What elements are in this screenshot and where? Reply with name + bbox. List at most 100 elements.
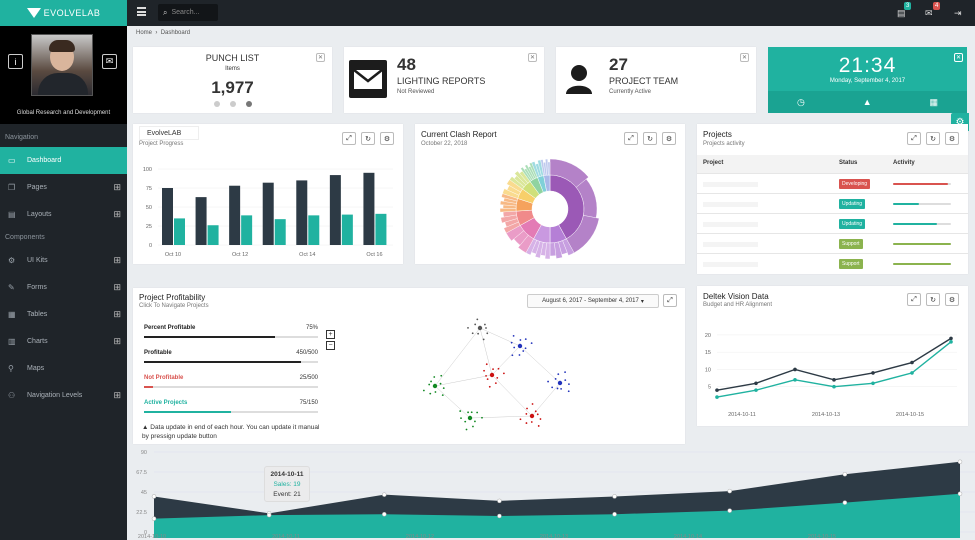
y-tick-label: 15 [705,350,711,356]
mail-button[interactable]: ✉ [102,54,117,69]
clash-sunburst-chart[interactable] [495,156,605,262]
x-tick-label: 2014-10-15 [896,412,924,418]
settings-button[interactable]: ⚙ [945,132,959,145]
chat-icon[interactable]: ✉ [925,8,933,18]
network-node [433,376,436,378]
bar [329,175,341,245]
refresh-button[interactable]: ↻ [643,132,657,145]
metric-bar [144,336,318,338]
data-point [727,488,732,494]
expand-button[interactable]: ⤢ [624,132,638,145]
sidebar-item-dashboard[interactable]: ▭ Dashboard [0,147,127,174]
info-button[interactable]: i [8,54,23,69]
network-node [525,413,528,415]
network-node [485,363,488,366]
logo[interactable]: EVOLVELAB [0,0,127,26]
expand-button[interactable]: ⤢ [663,294,677,307]
network-node [472,425,474,428]
sidebar-item-navigation-levels[interactable]: ⚇ Navigation Levels ⊞ [0,382,127,409]
settings-button[interactable]: ⚙ [945,293,959,306]
network-node [560,387,562,390]
network-node [513,346,516,349]
sidebar-item-label: Tables [27,311,48,318]
zoom-in-button[interactable]: + [326,330,335,339]
table-row[interactable]: Support [697,233,968,253]
data-point [382,511,387,517]
alarm-clock-icon[interactable]: ◷ [796,96,805,107]
expand-icon[interactable]: ⊞ [113,255,121,265]
expand-icon[interactable]: ⊞ [113,390,121,400]
close-button[interactable]: ✕ [740,53,749,62]
expand-icon[interactable]: ⊞ [113,309,121,319]
table-row[interactable]: Updating [697,193,968,213]
bar [341,214,353,245]
close-button[interactable]: ✕ [954,53,963,62]
expand-icon[interactable]: ⊞ [113,209,121,219]
carousel-dot-active[interactable] [246,101,252,107]
network-node [476,318,479,321]
metric-value: 450/500 [296,350,318,356]
network-edge [491,345,521,376]
expand-icon[interactable]: ⊞ [113,336,121,346]
sidebar-item-tables[interactable]: ▦ Tables ⊞ [0,301,127,328]
deltek-card: Deltek Vision Data Budget and HR Alignme… [697,286,968,426]
network-node [530,421,533,423]
refresh-button[interactable]: ↻ [361,132,375,145]
network-node [474,323,477,326]
settings-button[interactable]: ⚙ [662,132,676,145]
sidebar-item-forms[interactable]: ✎ Forms ⊞ [0,274,127,301]
hamburger-menu-icon[interactable] [137,7,146,16]
expand-button[interactable]: ⤢ [907,293,921,306]
sidebar-item-charts[interactable]: ▥ Charts ⊞ [0,328,127,355]
logout-icon[interactable]: ⇥ [954,8,962,18]
bell-icon[interactable]: ▲ [862,97,872,107]
expand-button[interactable]: ⤢ [342,132,356,145]
breadcrumb-home[interactable]: Home [136,30,153,36]
sidebar-item-ui-kits[interactable]: ⚙ UI Kits ⊞ [0,247,127,274]
bar [308,215,320,245]
table-row[interactable]: Updating [697,213,968,233]
refresh-button[interactable]: ↻ [926,293,940,306]
settings-button[interactable]: ⚙ [380,132,394,145]
header-status[interactable]: Status [839,160,858,166]
profit-note-text: Data update in end of each hour. You can… [142,424,320,440]
y-tick-label: 22.5 [136,510,147,516]
network-node [512,334,515,337]
profit-sub: Click To Navigate Projects [139,303,209,309]
header-activity[interactable]: Activity [893,160,915,166]
date-range-picker[interactable]: August 6, 2017 - September 4, 2017 ▾ [527,294,659,308]
table-row[interactable]: Support [697,253,968,273]
sidebar-item-maps[interactable]: ⚲ Maps [0,355,127,382]
tasks-icon[interactable]: ▤ [897,8,906,18]
carousel-dot[interactable] [230,101,236,107]
network-hub [432,383,438,389]
projects-title: Projects [703,130,732,139]
network-edge [519,345,561,384]
expand-button[interactable]: ⤢ [907,132,921,145]
table-row[interactable]: Developing [697,173,968,193]
network-node [556,387,559,390]
calendar-icon[interactable]: ▦ [929,96,939,107]
tab-evolvelab[interactable]: EvolveLAB [139,126,199,140]
project-network-graph[interactable] [410,318,585,436]
network-node [470,411,473,414]
close-button[interactable]: ✕ [528,53,537,62]
network-node [537,425,540,427]
expand-icon[interactable]: ⊞ [113,182,121,192]
carousel-dot[interactable] [214,101,220,107]
network-hub [489,372,495,378]
search-input[interactable]: ⌕ Search... [158,4,218,21]
bar [296,180,308,245]
close-button[interactable]: ✕ [316,53,325,62]
network-node [534,410,537,413]
zoom-out-button[interactable]: − [326,341,335,350]
refresh-button[interactable]: ↻ [926,132,940,145]
network-node [430,380,432,383]
header-project[interactable]: Project [703,160,724,166]
sidebar-item-pages[interactable]: ❐ Pages ⊞ [0,174,127,201]
sidebar-item-layouts[interactable]: ▤ Layouts ⊞ [0,201,127,228]
avatar[interactable] [31,34,93,96]
expand-icon[interactable]: ⊞ [113,282,121,292]
top-bar: ⌕ Search... ▤ 3 ✉ 4 ⇥ [127,0,975,26]
